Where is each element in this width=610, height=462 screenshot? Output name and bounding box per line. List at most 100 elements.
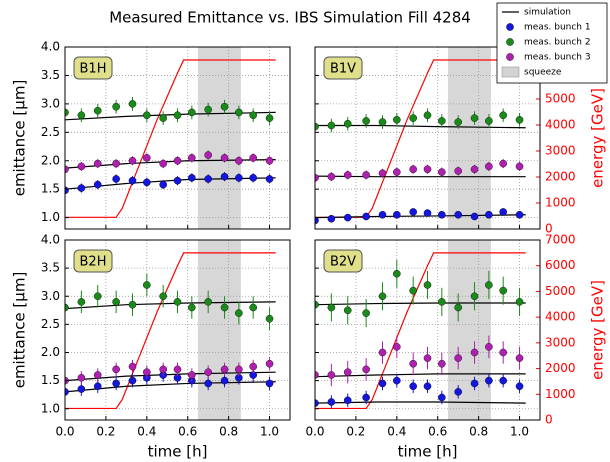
data-point (499, 348, 507, 357)
legend-swatch (501, 66, 520, 78)
data-point (409, 208, 417, 216)
data-point (249, 303, 257, 312)
data-point (93, 292, 102, 301)
data-point (220, 172, 229, 181)
y-tick-label: 3.0 (41, 96, 60, 110)
data-point (220, 154, 229, 162)
data-point (423, 382, 432, 391)
data-point (265, 314, 274, 323)
data-point (249, 362, 257, 371)
data-point (159, 114, 167, 122)
data-point (470, 114, 479, 122)
legend-swatch (506, 38, 514, 46)
data-point (378, 379, 387, 388)
y2-tick-label: 5000 (545, 284, 576, 298)
x-tick-label: 0.0 (55, 425, 74, 439)
data-point (128, 300, 137, 309)
data-point (454, 210, 462, 219)
data-point (409, 359, 417, 368)
data-point (438, 298, 446, 306)
plot-area (65, 47, 290, 229)
data-point (128, 376, 137, 385)
data-point (470, 379, 479, 388)
simulation-line (315, 373, 526, 378)
data-point (454, 303, 462, 312)
data-point (423, 165, 432, 174)
energy-line (65, 59, 276, 218)
data-point (499, 208, 507, 216)
data-point (173, 298, 182, 306)
data-point (204, 379, 212, 388)
squeeze-band (447, 240, 491, 420)
energy-line (315, 252, 526, 410)
data-point (77, 374, 86, 382)
data-point (173, 111, 182, 120)
y-tick-label: 2.5 (41, 125, 60, 139)
data-point (515, 116, 524, 124)
y-tick-label: 1.5 (41, 182, 60, 196)
data-point (143, 368, 151, 376)
data-point (470, 212, 479, 221)
x-tick-label: 1.0 (260, 425, 279, 439)
data-point (173, 156, 182, 165)
chart-title: Measured Emittance vs. IBS Simulation Fi… (109, 9, 471, 27)
data-point (409, 165, 417, 174)
x-tick-label: 0.6 (178, 425, 197, 439)
data-point (485, 162, 493, 171)
data-point (265, 114, 274, 122)
data-point (378, 292, 387, 301)
plot-frame (314, 46, 541, 230)
data-point (327, 172, 336, 181)
y-tick-label: 1.5 (41, 373, 60, 387)
data-point (470, 165, 479, 174)
data-point (362, 171, 370, 179)
y2-tick-label: 0 (545, 222, 553, 236)
data-point (112, 102, 120, 111)
y2-tick-label: 2000 (545, 170, 576, 184)
data-point (315, 216, 319, 225)
y-tick-label: 3.0 (41, 289, 60, 303)
data-point (454, 167, 462, 175)
data-point (249, 174, 257, 182)
simulation-line (315, 302, 526, 306)
data-point (235, 309, 243, 317)
data-point (128, 176, 137, 185)
data-point (159, 365, 167, 374)
legend-label: meas. bunch 3 (524, 53, 591, 63)
data-point (112, 159, 120, 168)
panel-label-box (323, 249, 363, 273)
legend-label: meas. bunch 2 (524, 38, 591, 48)
squeeze-band (447, 47, 491, 229)
data-point (77, 298, 86, 306)
data-point (173, 365, 182, 374)
data-point (499, 376, 507, 385)
data-point (112, 175, 120, 183)
data-point (409, 114, 417, 122)
legend-label: simulation (524, 8, 571, 18)
y-tick-label: 1.0 (41, 210, 60, 224)
data-point (188, 371, 196, 379)
panel-label: B1V (330, 62, 356, 77)
data-point (235, 174, 243, 182)
panel-label: B2V (330, 255, 356, 270)
data-point (204, 298, 212, 306)
y2-tick-label: 5000 (545, 92, 576, 106)
data-point (438, 117, 446, 125)
y-axis-label: emittance [μm] (11, 80, 29, 197)
panel-label-box (73, 56, 113, 80)
data-point (362, 212, 370, 221)
plot-area (65, 240, 290, 420)
data-point (173, 176, 182, 185)
x-tick-label: 1.0 (510, 425, 529, 439)
y-tick-label: 2.0 (41, 345, 60, 359)
y2-tick-label: 4000 (545, 118, 576, 132)
y-axis-label: emittance [μm] (11, 272, 29, 389)
x-axis-label: time [h] (398, 443, 458, 461)
x-tick-label: 0.4 (387, 425, 406, 439)
simulation-line (65, 301, 276, 310)
energy-line (315, 59, 526, 218)
data-point (93, 159, 102, 168)
data-point (159, 180, 167, 189)
data-point (438, 210, 446, 219)
data-point (327, 371, 336, 379)
